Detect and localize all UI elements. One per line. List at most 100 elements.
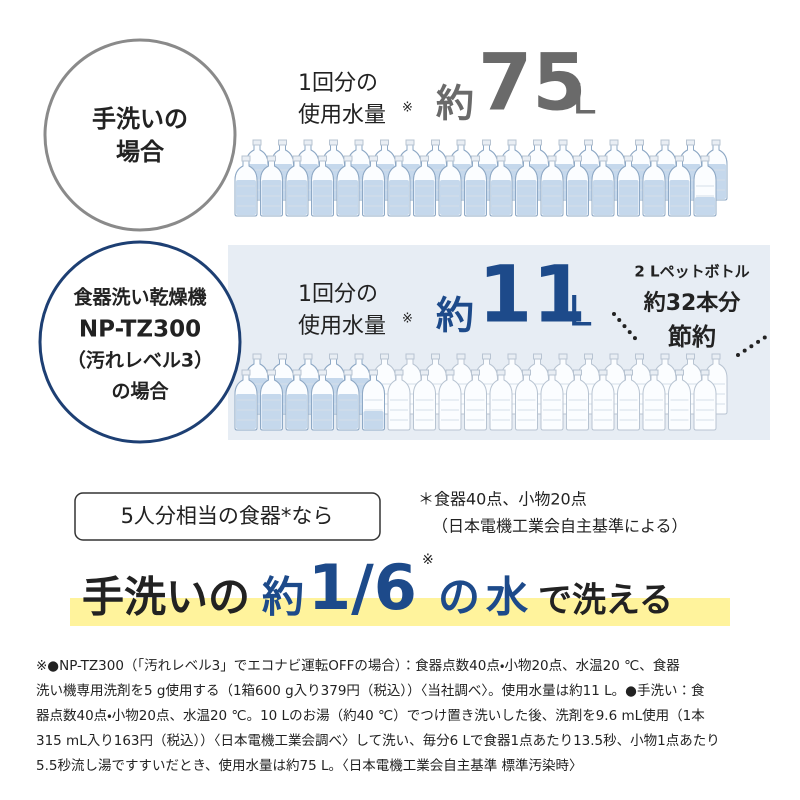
bottle-part: [440, 180, 460, 215]
savings-amount: 約32本分: [643, 290, 742, 316]
bottle: [336, 155, 360, 217]
bottle-part: [642, 159, 666, 217]
bottle-part: [566, 159, 589, 217]
bottle-part: [489, 373, 513, 431]
bottle-part: [394, 155, 404, 162]
bottle: [591, 155, 615, 217]
bottle-part: [343, 155, 353, 162]
bottle-part: [624, 155, 633, 162]
bottle: [234, 155, 258, 217]
dots: [612, 312, 642, 346]
footnote: 器点数40点・小物20点、水温20 ℃。10 Lのお湯（約40 ℃）でつけ置き洗…: [36, 707, 705, 724]
bottle-part: [496, 369, 506, 376]
bottle-part: [533, 139, 542, 146]
bottle-part: [431, 353, 440, 360]
note-mark: ※: [402, 312, 413, 327]
headline: で洗える: [538, 581, 673, 621]
footnote: ※●NP-TZ300（「汚れレベル3」でエコナビ運転OFFの場合）：食器点数40…: [36, 658, 680, 674]
bottle: [540, 369, 564, 431]
amount-label: 使用水量: [298, 103, 386, 128]
bottle-part: [329, 139, 338, 146]
bottle: [668, 369, 691, 431]
bottle-part: [542, 180, 562, 215]
dots: [736, 332, 772, 357]
bottle-part: [445, 369, 455, 376]
bottle-part: [693, 373, 717, 431]
bottle-part: [482, 353, 491, 360]
bottle: [591, 369, 615, 431]
bottle-part: [540, 159, 564, 217]
bottle-part: [515, 373, 538, 431]
bottle: [362, 369, 385, 431]
bottle-part: [278, 139, 287, 146]
condition-box: [74, 492, 381, 541]
bottle-part: [234, 373, 258, 431]
bottle: [642, 155, 666, 217]
unit: L: [568, 287, 592, 336]
bottle-part: [261, 180, 282, 215]
bottle-part: [241, 369, 251, 376]
bottle-part: [236, 180, 256, 215]
circle-label: 食器洗い乾燥機: [73, 286, 206, 309]
bottle-part: [598, 369, 608, 376]
note-mark: ※: [402, 101, 413, 116]
circle-label: （汚れレベル3）: [67, 349, 213, 372]
bottle: [311, 155, 334, 217]
footnote: 5.5秒流し湯ですすいだとき、使用水量は約75 L。〈日本電機工業会自主基準 標…: [36, 757, 583, 774]
bottles: [234, 139, 728, 217]
bottle-part: [700, 369, 710, 376]
bottle-part: [700, 155, 710, 162]
bottle-part: [338, 180, 358, 215]
bottle-part: [303, 353, 313, 360]
bottle-part: [267, 369, 276, 376]
bottle-part: [482, 139, 491, 146]
bottle: [413, 155, 436, 217]
bottle-part: [380, 139, 389, 146]
bottle-part: [445, 155, 455, 162]
bottle: [515, 155, 538, 217]
prefix: 約: [436, 82, 474, 126]
bottle-part: [567, 180, 588, 215]
circle-label: NP-TZ300: [79, 317, 201, 343]
bottle: [617, 155, 640, 217]
condition-note: （日本電機工業会自主基準による）: [432, 517, 688, 536]
bottle-part: [464, 159, 487, 217]
bottle-part: [389, 180, 409, 215]
bottle-part: [471, 369, 480, 376]
bottle-part: [420, 369, 429, 376]
footnote: 洗い機専用洗剤を5 g使用する（1箱600 g入り379円（税込））〈当社調べ〉…: [36, 682, 705, 699]
bottle: [566, 155, 589, 217]
bottle-part: [573, 369, 582, 376]
bottle-part: [312, 394, 333, 429]
bottle-part: [292, 155, 302, 162]
bottle-part: [311, 159, 334, 217]
bottle-part: [507, 139, 517, 146]
bottle-part: [507, 353, 517, 360]
bottle: [617, 369, 640, 431]
bottle-part: [278, 353, 287, 360]
bottle: [515, 369, 538, 431]
bottle: [464, 155, 487, 217]
bottle: [693, 369, 717, 431]
bottle-part: [369, 369, 378, 376]
bottle-part: [267, 155, 276, 162]
headline: 約: [262, 573, 304, 622]
bottle-part: [285, 373, 309, 431]
bottle: [540, 155, 564, 217]
bottle-part: [547, 369, 557, 376]
bottle-part: [405, 353, 415, 360]
bottle-part: [338, 394, 358, 429]
label-circle: [38, 240, 242, 444]
bottle-part: [522, 155, 531, 162]
bottle-part: [318, 155, 327, 162]
circle-label: 場合: [116, 138, 165, 166]
bottle-part: [649, 369, 659, 376]
bottle-part: [584, 353, 593, 360]
bottle-part: [516, 180, 537, 215]
bottle-part: [609, 139, 619, 146]
bottle: [642, 369, 666, 431]
bottle-part: [540, 373, 564, 431]
bottle: [438, 155, 462, 217]
bottle: [566, 369, 589, 431]
